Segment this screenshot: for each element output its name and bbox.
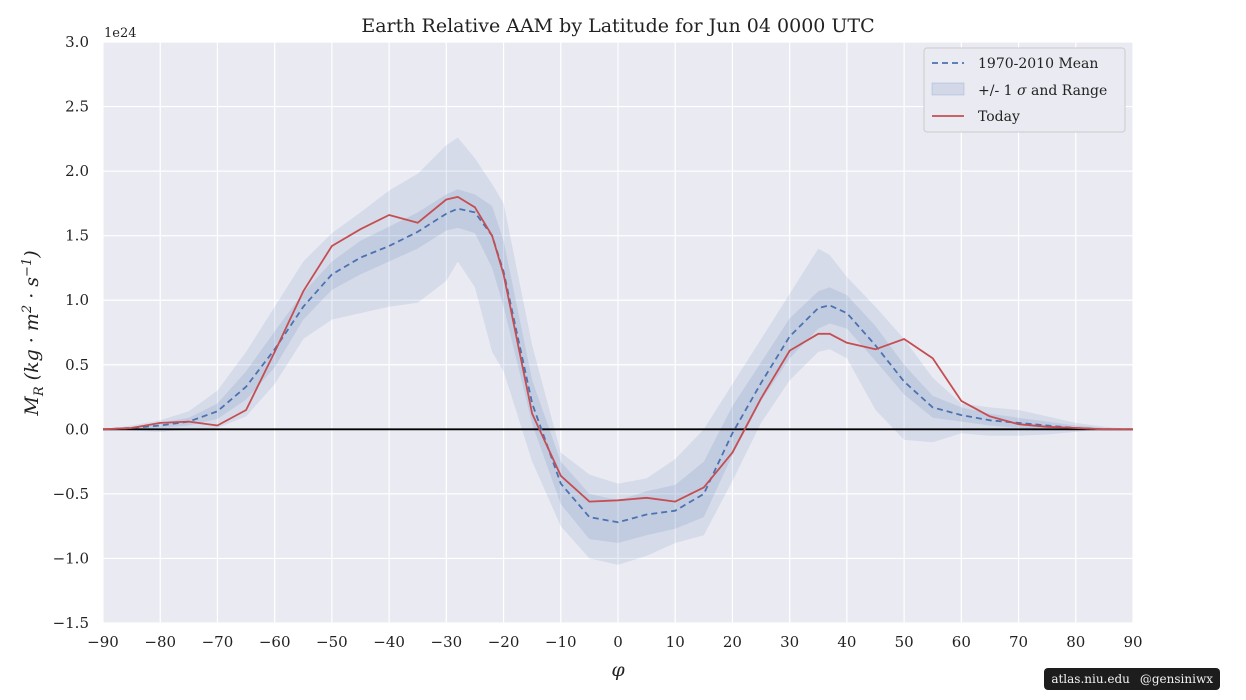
watermark: atlas.niu.edu @gensiniwx: [1044, 668, 1220, 690]
x-tick-labels: −90 −80 −70 −60 −50 −40 −30 −20 −10 0 10 20 30 40 50 60…: [87, 633, 1142, 651]
x-tick-label: −80: [144, 633, 176, 651]
x-tick-label: −70: [202, 633, 234, 651]
x-tick-label: 10: [666, 633, 685, 651]
range-band: [103, 137, 1133, 565]
watermark-site: atlas.niu.edu: [1051, 672, 1130, 686]
y-tick-label: −1.0: [53, 549, 89, 567]
x-tick-label: 60: [952, 633, 971, 651]
x-tick-label: −30: [431, 633, 463, 651]
y-tick-label: 2.0: [65, 162, 89, 180]
x-tick-label: 90: [1123, 633, 1142, 651]
x-tick-label: 40: [837, 633, 856, 651]
legend-band-label: +/- 1 σ and Range: [978, 83, 1107, 99]
chart-title: Earth Relative AAM by Latitude for Jun 0…: [361, 15, 874, 37]
x-tick-label: −90: [87, 633, 119, 651]
x-tick-label: −10: [545, 633, 577, 651]
grid-lines: [102, 41, 1134, 624]
x-tick-label: 70: [1009, 633, 1028, 651]
x-axis-label: φ: [611, 659, 625, 681]
y-tick-label: 0.5: [65, 356, 89, 374]
y-tick-label: −0.5: [53, 485, 89, 503]
x-tick-label: −50: [316, 633, 348, 651]
x-tick-label: 0: [613, 633, 623, 651]
x-tick-label: 50: [895, 633, 914, 651]
y-tick-labels: −1.5 −1.0 −0.5 0.0 0.5 1.0 1.5 2.0 2.5 3.0: [53, 33, 89, 632]
legend-mean-label: 1970-2010 Mean: [978, 56, 1098, 72]
y-tick-label: −1.5: [53, 614, 89, 632]
y-offset-label: 1e24: [104, 26, 137, 41]
y-axis-label: MR (kg · m2 · s−1): [20, 250, 47, 416]
legend-box: [923, 47, 1126, 133]
y-tick-label: 1.0: [65, 291, 89, 309]
x-tick-label: −20: [488, 633, 520, 651]
x-tick-label: 20: [723, 633, 742, 651]
uncertainty-bands: [103, 137, 1133, 565]
y-tick-label: 2.5: [65, 98, 89, 116]
series-lines: [102, 195, 1133, 524]
legend-today-label: Today: [978, 109, 1020, 125]
y-tick-label: 3.0: [65, 33, 89, 51]
x-tick-label: 80: [1066, 633, 1085, 651]
legend-band-swatch: [931, 82, 965, 96]
y-tick-label: 1.5: [65, 227, 89, 245]
x-tick-label: 30: [780, 633, 799, 651]
today-line: [102, 195, 1133, 503]
mean-line: [102, 207, 1133, 524]
watermark-handle: @gensiniwx: [1139, 672, 1213, 686]
x-tick-label: −40: [373, 633, 405, 651]
y-tick-label: 0.0: [65, 420, 89, 438]
legend: 1970-2010 Mean +/- 1 σ and Range Today: [923, 47, 1126, 133]
x-tick-label: −60: [259, 633, 291, 651]
